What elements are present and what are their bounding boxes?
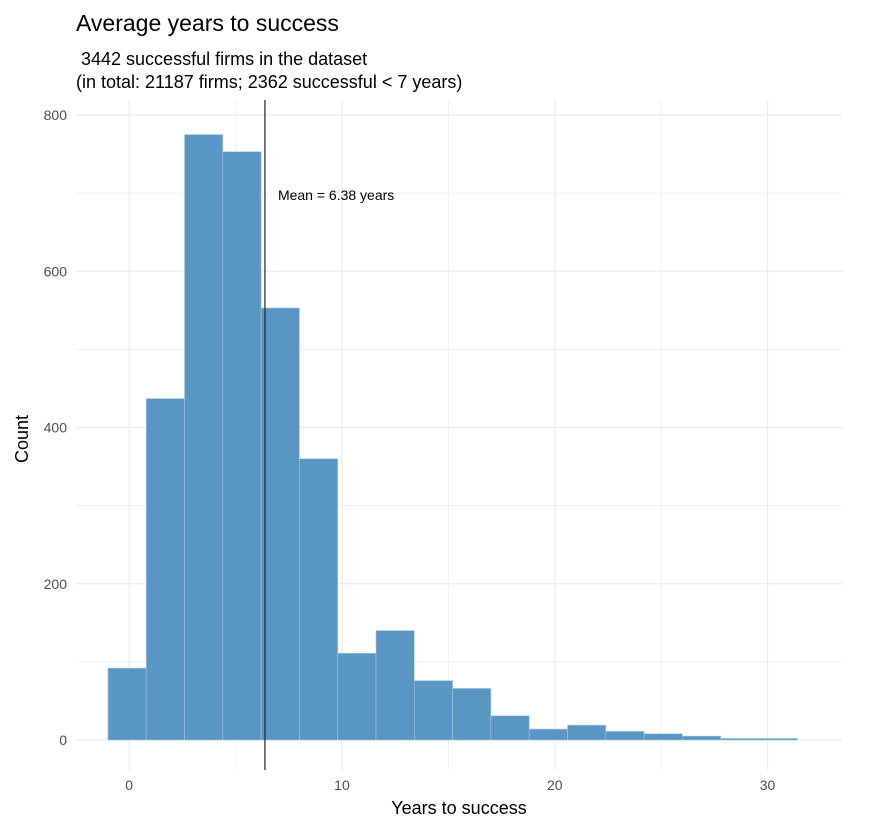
x-tick-label: 30 — [760, 777, 776, 793]
histogram-bar — [414, 680, 453, 741]
histogram-bar — [222, 151, 262, 741]
histogram-bar — [490, 715, 530, 741]
x-tick-label: 20 — [547, 777, 563, 793]
x-axis-title: Years to success — [391, 798, 526, 818]
histogram-bar — [528, 728, 568, 741]
subtitle-line-2: (in total: 21187 firms; 2362 successful … — [76, 72, 463, 92]
chart-subtitle: 3442 successful firms in the dataset (in … — [76, 48, 462, 94]
histogram-bar — [605, 731, 645, 741]
y-tick-label: 800 — [44, 107, 68, 123]
histogram-bar — [260, 307, 300, 741]
x-axis-ticks: 0 10 20 30 — [125, 777, 775, 793]
histogram-bar — [299, 458, 339, 741]
mean-annotation: Mean = 6.38 years — [278, 187, 394, 203]
histogram-bar — [337, 652, 377, 741]
histogram-bar — [682, 735, 722, 741]
histogram-bar — [145, 398, 185, 741]
x-tick-label: 0 — [125, 777, 133, 793]
histogram-bar — [567, 724, 607, 741]
histogram-bar — [107, 667, 147, 741]
y-tick-label: 600 — [44, 263, 68, 279]
y-tick-label: 200 — [44, 576, 68, 592]
y-axis-ticks: 0 200 400 600 800 — [44, 107, 68, 748]
y-axis-title: Count — [12, 415, 32, 463]
chart-title: Average years to success — [76, 10, 339, 36]
histogram-bars — [107, 134, 798, 741]
histogram-bar — [375, 630, 415, 741]
histogram-bar — [758, 738, 798, 741]
histogram-bar — [643, 733, 683, 741]
y-tick-label: 0 — [59, 732, 67, 748]
histogram-bar — [184, 134, 224, 741]
y-tick-label: 400 — [44, 420, 68, 436]
mean-line-group: Mean = 6.38 years — [264, 100, 394, 770]
x-tick-label: 10 — [334, 777, 350, 793]
histogram-bar — [452, 688, 492, 741]
subtitle-line-1: 3442 successful firms in the dataset — [76, 49, 368, 69]
histogram-bar — [720, 738, 760, 741]
